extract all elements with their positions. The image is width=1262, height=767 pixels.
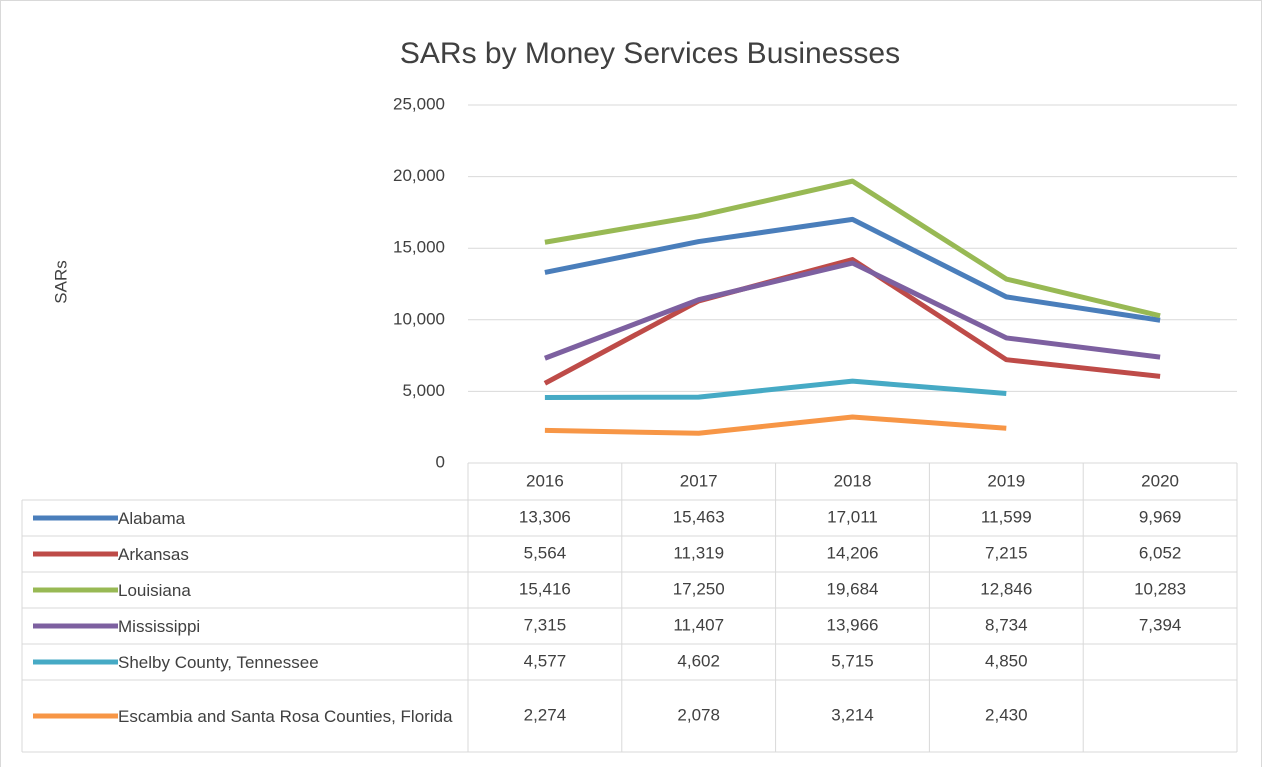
x-tick-label: 2020 (1141, 471, 1179, 490)
table-value: 2,430 (985, 705, 1028, 724)
legend-label: Shelby County, Tennessee (118, 652, 319, 672)
table-value: 5,715 (831, 651, 874, 670)
legend-label: Escambia and Santa Rosa Counties, Florid… (118, 706, 453, 726)
y-tick-label: 15,000 (393, 238, 445, 257)
legend-label-wrap: Shelby County, Tennessee (118, 644, 468, 680)
x-tick-label: 2018 (834, 471, 872, 490)
y-tick-label: 20,000 (393, 166, 445, 185)
table-value: 11,599 (981, 507, 1032, 526)
series-line (544, 216, 1161, 323)
legend-label: Arkansas (118, 544, 189, 564)
series-line (544, 414, 1007, 436)
table-value: 7,315 (524, 615, 567, 634)
legend-label-box: Escambia and Santa Rosa Counties, Florid… (118, 680, 468, 752)
table-value: 9,969 (1139, 507, 1182, 526)
table-value: 2,274 (524, 705, 567, 724)
x-tick-label: 2019 (987, 471, 1025, 490)
table-value: 5,564 (524, 543, 567, 562)
table-value: 3,214 (831, 705, 874, 724)
table-value: 15,463 (673, 507, 725, 526)
legend-label: Alabama (118, 508, 186, 528)
table-value: 7,394 (1139, 615, 1182, 634)
legend-label-wrap: Louisiana (118, 572, 468, 608)
table-value: 14,206 (827, 543, 879, 562)
legend-label-box: Alabama (118, 500, 468, 536)
y-tick-label: 5,000 (402, 381, 445, 400)
y-tick-label: 25,000 (393, 94, 445, 113)
y-tick-label: 10,000 (393, 309, 445, 328)
legend-label-wrap: Arkansas (118, 536, 468, 572)
legend-label-wrap: Escambia and Santa Rosa Counties, Florid… (118, 680, 468, 752)
table-value: 7,215 (985, 543, 1028, 562)
legend-label-box: Shelby County, Tennessee (118, 644, 468, 680)
table-value: 11,319 (673, 543, 724, 562)
table-value: 4,850 (985, 651, 1028, 670)
table-value: 17,250 (673, 579, 725, 598)
table-value: 6,052 (1139, 543, 1182, 562)
y-tick-label: 0 (436, 452, 445, 471)
y-axis-label: SARs (51, 260, 70, 303)
legend-label-wrap: Mississippi (118, 608, 468, 644)
table-value: 19,684 (827, 579, 879, 598)
chart-title: SARs by Money Services Businesses (400, 37, 900, 70)
legend-label-box: Louisiana (118, 572, 468, 608)
table-value: 4,602 (677, 651, 720, 670)
table-value: 15,416 (519, 579, 571, 598)
x-tick-label: 2016 (526, 471, 564, 490)
table-value: 10,283 (1134, 579, 1186, 598)
x-tick-label: 2017 (680, 471, 718, 490)
table-value: 12,846 (980, 579, 1032, 598)
table-value: 11,407 (673, 615, 724, 634)
legend-label-box: Arkansas (118, 536, 468, 572)
series-line (544, 178, 1161, 319)
table-value: 8,734 (985, 615, 1028, 634)
legend-label-box: Mississippi (118, 608, 468, 644)
series-line (544, 378, 1007, 400)
legend-label: Louisiana (118, 580, 191, 600)
table-value: 17,011 (827, 507, 878, 526)
series-line (544, 260, 1161, 361)
legend-label-wrap: Alabama (118, 500, 468, 536)
legend-label: Mississippi (118, 616, 201, 636)
series-line (543, 257, 1161, 386)
table-value: 13,966 (827, 615, 879, 634)
table-value: 2,078 (677, 705, 720, 724)
table-value: 4,577 (524, 651, 567, 670)
table-value: 13,306 (519, 507, 571, 526)
